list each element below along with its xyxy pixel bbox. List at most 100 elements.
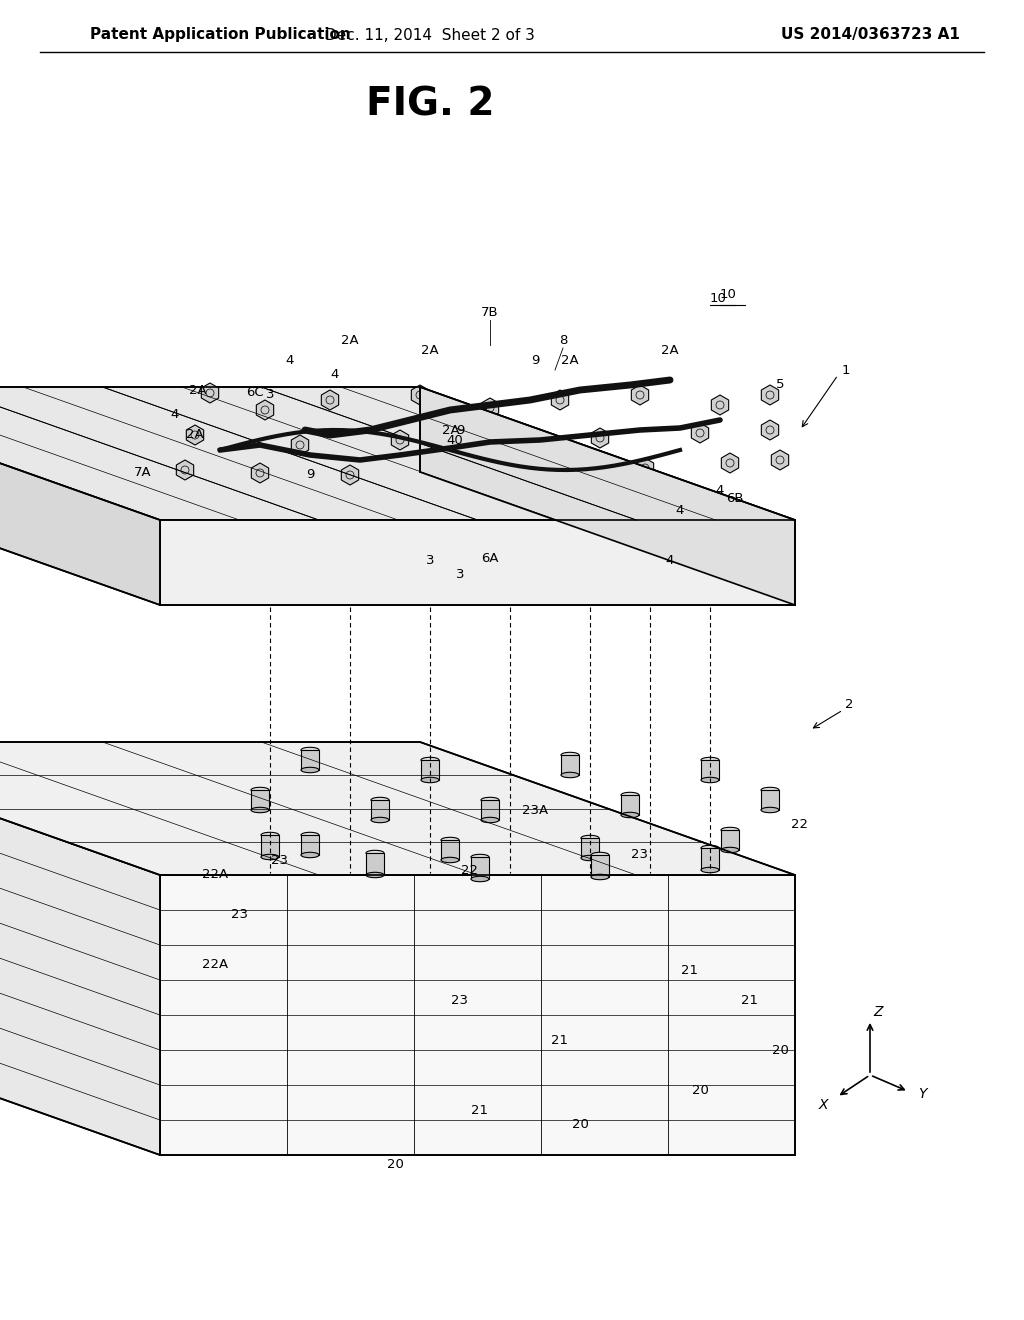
Ellipse shape [301, 833, 319, 838]
Text: 2A: 2A [186, 429, 204, 441]
Polygon shape [761, 420, 778, 440]
Ellipse shape [371, 817, 389, 822]
Text: Dec. 11, 2014  Sheet 2 of 3: Dec. 11, 2014 Sheet 2 of 3 [325, 28, 535, 42]
Ellipse shape [721, 847, 739, 853]
Text: 9: 9 [456, 424, 464, 437]
FancyBboxPatch shape [481, 800, 499, 820]
Polygon shape [712, 395, 729, 414]
Text: 22: 22 [792, 818, 809, 832]
Polygon shape [492, 430, 509, 450]
FancyBboxPatch shape [261, 836, 279, 857]
Text: 4: 4 [676, 503, 684, 516]
Text: 2A: 2A [341, 334, 358, 346]
Ellipse shape [561, 752, 579, 758]
Text: 8: 8 [559, 334, 567, 346]
Text: 1: 1 [842, 363, 851, 376]
Ellipse shape [371, 797, 389, 803]
Ellipse shape [301, 853, 319, 858]
FancyBboxPatch shape [251, 789, 269, 810]
Ellipse shape [301, 767, 319, 772]
Text: 20: 20 [571, 1118, 589, 1131]
Polygon shape [251, 463, 268, 483]
Ellipse shape [481, 817, 499, 822]
FancyBboxPatch shape [701, 760, 719, 780]
Ellipse shape [701, 777, 719, 783]
Text: 2A: 2A [421, 343, 439, 356]
FancyBboxPatch shape [621, 795, 639, 814]
Text: 22: 22 [462, 863, 478, 876]
Polygon shape [160, 875, 795, 1155]
FancyBboxPatch shape [701, 847, 719, 870]
Text: 6C: 6C [246, 387, 264, 400]
Text: Y: Y [918, 1088, 927, 1101]
Text: 10: 10 [720, 289, 737, 301]
Ellipse shape [701, 758, 719, 763]
Text: 6B: 6B [726, 491, 743, 504]
Polygon shape [341, 465, 358, 484]
Text: 7A: 7A [134, 466, 152, 479]
Text: 2A: 2A [189, 384, 207, 396]
Polygon shape [0, 742, 795, 875]
Ellipse shape [251, 808, 269, 813]
Ellipse shape [581, 836, 599, 841]
FancyBboxPatch shape [561, 755, 579, 775]
Polygon shape [761, 385, 778, 405]
Text: 20: 20 [387, 1159, 403, 1172]
Text: 4: 4 [331, 368, 339, 381]
Polygon shape [542, 462, 559, 482]
Text: 22A: 22A [202, 958, 228, 972]
Ellipse shape [261, 854, 279, 859]
Ellipse shape [761, 787, 779, 793]
Text: 2A: 2A [442, 424, 460, 437]
FancyBboxPatch shape [301, 750, 319, 770]
Text: 21: 21 [552, 1034, 568, 1047]
Text: 4: 4 [666, 553, 674, 566]
Text: 2A: 2A [561, 354, 579, 367]
Polygon shape [0, 742, 160, 1155]
Ellipse shape [261, 833, 279, 838]
Ellipse shape [481, 797, 499, 803]
Text: 20: 20 [771, 1044, 788, 1056]
Ellipse shape [621, 792, 639, 797]
Text: 5: 5 [776, 379, 784, 392]
Text: 9: 9 [306, 469, 314, 482]
Text: 23: 23 [632, 849, 648, 862]
Text: 21: 21 [741, 994, 759, 1006]
Text: 23: 23 [231, 908, 249, 921]
Polygon shape [691, 422, 709, 444]
Polygon shape [636, 458, 653, 478]
Text: 3: 3 [456, 569, 464, 582]
Polygon shape [322, 389, 339, 411]
FancyBboxPatch shape [371, 800, 389, 820]
Text: US 2014/0363723 A1: US 2014/0363723 A1 [780, 28, 959, 42]
FancyBboxPatch shape [591, 855, 609, 876]
Text: 6A: 6A [481, 552, 499, 565]
Text: 2: 2 [845, 698, 853, 711]
Polygon shape [551, 389, 568, 411]
Text: 23: 23 [271, 854, 289, 866]
Ellipse shape [421, 777, 439, 783]
Ellipse shape [721, 828, 739, 833]
FancyBboxPatch shape [441, 840, 459, 861]
Ellipse shape [251, 787, 269, 793]
Ellipse shape [621, 812, 639, 817]
Ellipse shape [441, 857, 459, 863]
Text: X: X [819, 1098, 828, 1111]
FancyBboxPatch shape [761, 789, 779, 810]
Text: 21: 21 [682, 964, 698, 977]
Polygon shape [292, 436, 308, 455]
FancyBboxPatch shape [301, 836, 319, 855]
Polygon shape [160, 520, 795, 605]
FancyBboxPatch shape [721, 830, 739, 850]
Ellipse shape [471, 854, 489, 859]
Ellipse shape [301, 747, 319, 752]
Ellipse shape [441, 837, 459, 842]
Polygon shape [721, 453, 738, 473]
Polygon shape [591, 428, 608, 447]
Polygon shape [771, 450, 788, 470]
Ellipse shape [591, 853, 609, 858]
Text: 7B: 7B [481, 305, 499, 318]
Ellipse shape [471, 876, 489, 882]
Text: 40: 40 [446, 433, 464, 446]
Polygon shape [256, 400, 273, 420]
